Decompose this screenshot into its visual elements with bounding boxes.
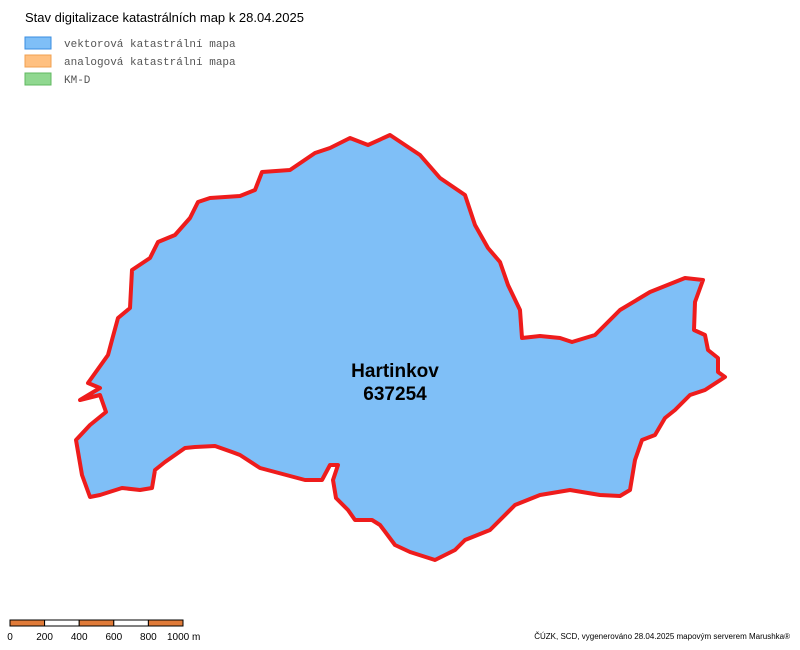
scale-label: 1000 m [167, 632, 200, 643]
scale-segment [113, 619, 149, 627]
legend-label: analogová katastrální mapa [64, 57, 236, 69]
scale-label: 0 [7, 632, 13, 643]
scale-segment [78, 619, 115, 627]
scale-labels: 0 200 400 600 800 1000 m [7, 632, 200, 643]
legend-swatch [24, 54, 52, 68]
map-title: Stav digitalizace katastrálních map k 28… [25, 10, 304, 25]
legend-label: KM-D [64, 75, 91, 87]
region-boundary [74, 133, 727, 562]
scale-segment [44, 619, 80, 627]
scale-segment [9, 619, 46, 627]
legend: vektorová katastrální mapa analogová kata… [24, 36, 236, 87]
scale-label: 800 [140, 632, 157, 643]
scale-label: 600 [105, 632, 122, 643]
scale-label: 200 [36, 632, 53, 643]
legend-swatch [24, 72, 52, 86]
scale-label: 400 [71, 632, 88, 643]
legend-label: vektorová katastrální mapa [64, 39, 236, 51]
region-code: 637254 [363, 384, 427, 405]
scale-segment [147, 619, 184, 627]
footer-credit: ČÚZK, SCD, vygenerováno 28.04.2025 mapov… [534, 632, 790, 641]
region-name: Hartinkov [351, 361, 439, 382]
scale-bar [9, 619, 184, 627]
legend-swatch [24, 36, 52, 50]
